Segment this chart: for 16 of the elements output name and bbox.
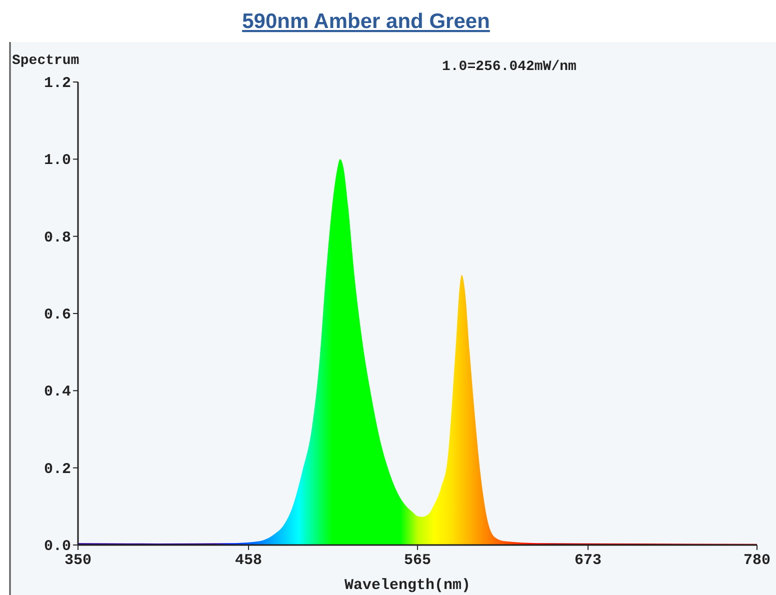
x-tick-label: 350 — [64, 552, 92, 569]
y-tick-label: 0.2 — [44, 460, 71, 478]
y-tick-label: 0.8 — [44, 229, 71, 246]
chart-title: 590nm Amber and Green — [242, 10, 490, 33]
y-tick-label: 1.0 — [44, 152, 71, 170]
y-tick-label: 0.6 — [44, 306, 71, 324]
y-axis-title: Spectrum — [12, 53, 80, 69]
text: 1.0=256.042mW/nm — [442, 59, 576, 75]
x-tick-label: 565 — [404, 552, 432, 569]
y-tick-label: 0.0 — [44, 538, 71, 555]
y-tick-label: 1.2 — [44, 75, 71, 92]
x-axis-title: Wavelength(nm) — [344, 577, 471, 594]
x-tick-label: 780 — [743, 552, 771, 569]
x-tick-label: 673 — [574, 552, 602, 569]
y-tick-label: 0.4 — [44, 384, 71, 401]
x-tick-label: 458 — [235, 552, 262, 569]
